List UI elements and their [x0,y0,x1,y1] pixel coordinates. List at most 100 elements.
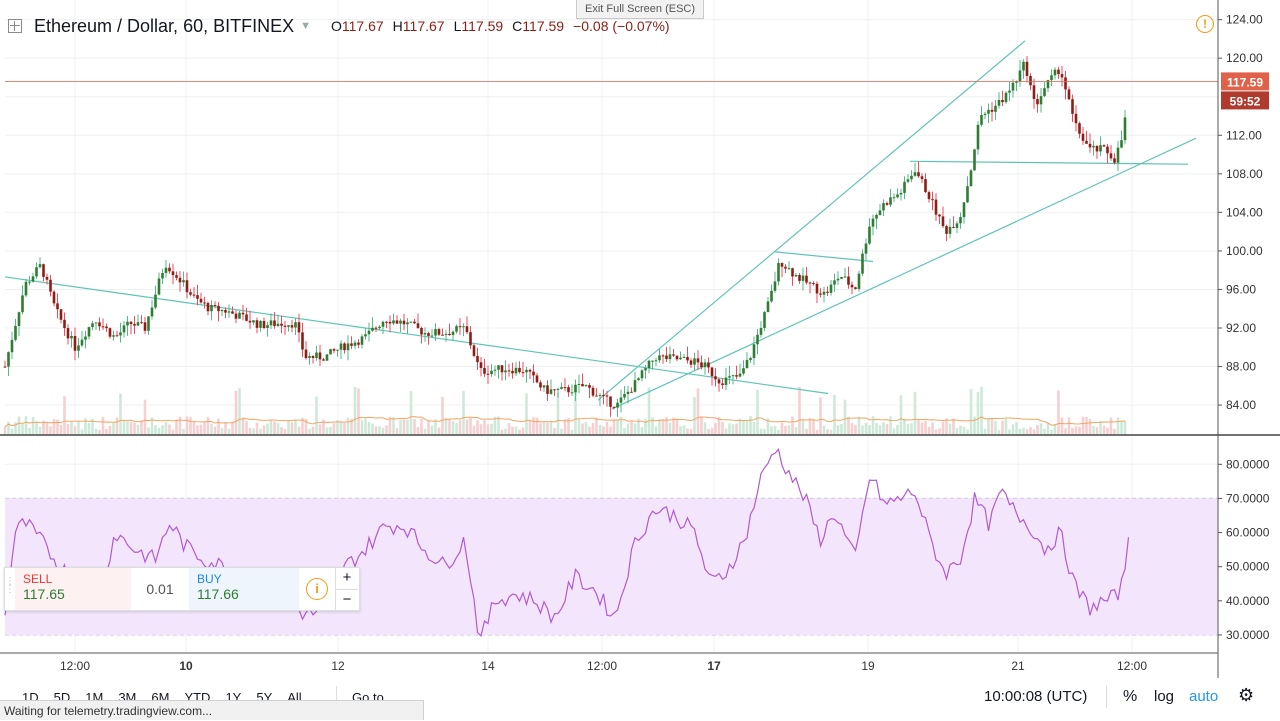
chevron-down-icon[interactable]: ▼ [300,20,311,32]
volume-bar [826,429,829,434]
candle [885,203,889,205]
decrease-button[interactable]: − [336,588,358,611]
sell-button[interactable]: SELL 117.65 [15,568,131,610]
volume-bar [154,425,157,434]
volume-bar [728,423,731,434]
candle [112,335,115,337]
volume-bar [563,418,567,434]
candle [542,385,546,388]
drag-handle-icon[interactable]: ⋮ ⋮ [5,576,15,595]
volume-bar [472,425,476,434]
ohlc-close: C117.59 [512,18,565,34]
volume-bar [696,388,700,434]
candle [290,325,294,328]
volume-bar [94,428,98,434]
candle [952,226,955,228]
volume-bar [280,427,283,434]
divider [1106,686,1107,708]
candle [850,284,854,288]
candle [973,149,976,171]
candle [1004,92,1008,103]
candle [983,113,987,115]
volume-bar [735,423,738,434]
chart-header: Ethereum / Dollar, 60, BITFINEX ▼ O117.6… [8,13,670,39]
candle [409,321,413,323]
gear-icon[interactable]: ⚙ [1238,685,1255,705]
candle [262,320,266,328]
candle [283,325,287,327]
volume-bar [570,429,574,434]
percent-scale-button[interactable]: % [1123,688,1138,705]
candle [206,302,210,312]
volume-bar [812,419,815,434]
volume-bar [1046,422,1050,434]
exit-fullscreen-button[interactable]: Exit Full Screen (ESC) [576,0,704,19]
candle [451,331,455,336]
candle [889,197,892,205]
symbol-title[interactable]: Ethereum / Dollar, 60, BITFINEX [34,15,295,36]
volume-bar [756,389,759,434]
volume-bar [371,423,374,434]
volume-bar [315,396,318,434]
volume-bar [686,428,689,434]
candle [472,345,476,356]
buy-price: 117.66 [197,586,239,602]
volume-bar [931,422,934,434]
volume-bar [896,424,899,434]
volume-bar [1085,417,1088,434]
candle [966,186,969,203]
expand-icon[interactable] [8,19,22,33]
candle [1088,143,1092,148]
candle [987,109,990,114]
candle [483,367,486,374]
buy-button[interactable]: BUY 117.66 [189,568,299,610]
candle [147,316,150,331]
candle [910,175,913,180]
clock-display[interactable]: 10:00:08 (UTC) [984,688,1088,705]
candle [301,332,304,350]
volume-bar [567,417,570,434]
candle [609,396,612,407]
info-button[interactable]: i [299,568,335,610]
candle [591,387,595,396]
candle [962,202,966,218]
volume-bar [357,388,360,434]
volume-bar [1060,417,1064,434]
candle [269,320,273,326]
volume-bar [171,429,175,434]
volume-bar [234,390,238,434]
candle [224,309,227,313]
volume-bar [871,416,875,434]
candle [675,355,679,360]
volume-bar [206,417,210,434]
volume-bar [329,426,332,434]
candle [658,355,661,361]
candle [794,275,798,277]
candle [840,276,843,279]
volume-bar [542,422,546,434]
auto-scale-button[interactable]: auto [1189,688,1219,705]
volume-bar [392,417,395,434]
volume-bar [941,421,945,434]
price-tick-label: 92.00 [1226,321,1256,335]
volume-bar [24,416,28,434]
candle [1106,146,1109,154]
candle [371,327,374,331]
candle [315,352,318,359]
candle [584,385,588,387]
increase-button[interactable]: + [342,569,352,586]
volume-bar [644,418,647,434]
log-scale-button[interactable]: log [1154,688,1175,705]
alert-icon[interactable]: ! [1196,15,1214,33]
volume-bar [623,427,626,434]
volume-bar [665,417,668,434]
candle [931,199,934,201]
trendline [4,276,829,395]
candle [1067,89,1071,100]
volume-bar [290,422,294,434]
volume-bar [787,425,791,434]
candle [612,406,616,408]
candle [280,323,283,326]
volume-bar [294,419,297,434]
